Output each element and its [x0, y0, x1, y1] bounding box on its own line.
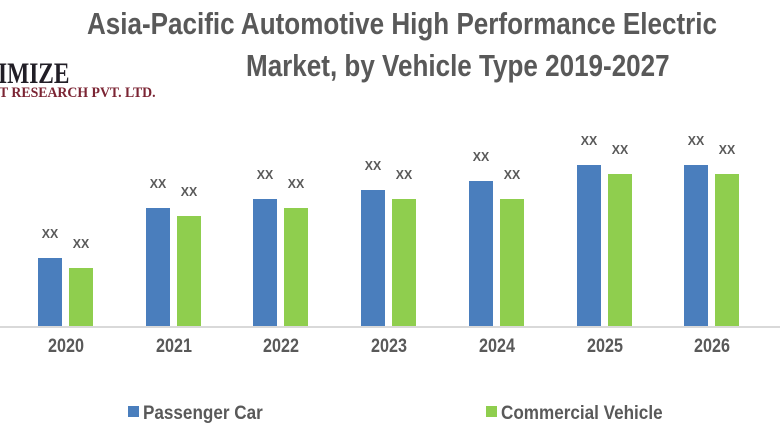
bar-commercial-vehicle-2024 — [499, 199, 524, 326]
value-label-commercial-vehicle-2023: XX — [395, 167, 413, 182]
value-label-commercial-vehicle-2026: XX — [718, 142, 736, 157]
x-axis-label-2022: 2022 — [263, 336, 300, 357]
x-axis-label-2021: 2021 — [155, 336, 192, 357]
bar-commercial-vehicle-2021 — [176, 216, 201, 326]
legend-swatch-commercial-vehicle — [486, 406, 497, 417]
value-label-commercial-vehicle-2020: XX — [72, 236, 90, 251]
value-label-passenger-car-2021: XX — [149, 176, 166, 191]
bar-commercial-vehicle-2026 — [715, 174, 740, 326]
bar-passenger-car-2025 — [576, 165, 601, 326]
bar-passenger-car-2022 — [253, 199, 278, 326]
value-label-passenger-car-2024: XX — [472, 149, 490, 164]
x-axis-label-2026: 2026 — [694, 336, 731, 357]
x-axis-label-2025: 2025 — [586, 336, 623, 357]
bar-commercial-vehicle-2023 — [392, 199, 417, 326]
chart-title-line2: Market, by Vehicle Type 2019-2027 — [246, 48, 670, 83]
value-label-commercial-vehicle-2024: XX — [503, 167, 521, 182]
legend-swatch-passenger-car — [128, 406, 139, 417]
value-label-passenger-car-2022: XX — [257, 167, 274, 182]
bar-commercial-vehicle-2020 — [69, 268, 93, 326]
x-axis-label-2023: 2023 — [371, 336, 408, 357]
bar-passenger-car-2026 — [684, 165, 709, 326]
value-label-commercial-vehicle-2021: XX — [180, 184, 197, 199]
bar-commercial-vehicle-2022 — [284, 208, 309, 326]
chart-title-line1: Asia-Pacific Automotive High Performance… — [87, 6, 717, 41]
value-label-passenger-car-2025: XX — [580, 133, 597, 148]
value-label-passenger-car-2026: XX — [687, 133, 705, 148]
logo-text-line1: IMIZE — [0, 57, 70, 90]
bar-passenger-car-2024 — [468, 181, 493, 326]
bar-commercial-vehicle-2025 — [607, 174, 632, 326]
x-axis-line — [0, 326, 780, 328]
legend-label-commercial-vehicle: Commercial Vehicle — [501, 403, 663, 424]
bar-passenger-car-2021 — [145, 208, 170, 326]
x-axis-label-2024: 2024 — [478, 336, 515, 357]
value-label-commercial-vehicle-2022: XX — [288, 176, 305, 191]
value-label-passenger-car-2023: XX — [364, 158, 382, 173]
bar-passenger-car-2023 — [361, 190, 386, 326]
logo-text-line2: T RESEARCH PVT. LTD. — [0, 85, 156, 101]
value-label-commercial-vehicle-2025: XX — [611, 142, 628, 157]
bar-passenger-car-2020 — [38, 258, 62, 326]
x-axis-label-2020: 2020 — [48, 336, 84, 357]
legend-label-passenger-car: Passenger Car — [143, 403, 263, 424]
value-label-passenger-car-2020: XX — [41, 226, 59, 241]
